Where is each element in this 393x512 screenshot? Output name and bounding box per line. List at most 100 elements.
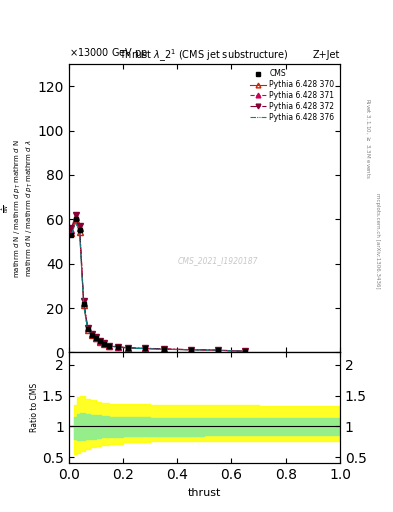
Pythia 6.428 372 — [102, 340, 107, 347]
Pythia 6.428 370 — [115, 344, 120, 350]
CMS — [97, 338, 102, 345]
CMS — [81, 301, 86, 307]
Pythia 6.428 370 — [73, 217, 78, 223]
CMS — [85, 326, 90, 332]
Pythia 6.428 372 — [77, 223, 82, 229]
Title: Thrust $\lambda\_2^1$ (CMS jet substructure): Thrust $\lambda\_2^1$ (CMS jet substruct… — [119, 48, 289, 64]
Pythia 6.428 372 — [81, 298, 86, 305]
Pythia 6.428 376 — [90, 332, 94, 338]
Pythia 6.428 372 — [69, 225, 74, 231]
Pythia 6.428 371 — [243, 348, 248, 354]
Line: Pythia 6.428 376: Pythia 6.428 376 — [72, 223, 245, 351]
Pythia 6.428 371 — [94, 335, 98, 341]
Pythia 6.428 371 — [97, 338, 102, 344]
CMS — [102, 340, 107, 347]
Pythia 6.428 372 — [161, 346, 166, 352]
Pythia 6.428 372 — [142, 345, 147, 351]
Pythia 6.428 376 — [102, 341, 107, 347]
Pythia 6.428 370 — [77, 228, 82, 234]
Pythia 6.428 371 — [73, 214, 78, 220]
Pythia 6.428 372 — [85, 325, 90, 331]
Pythia 6.428 376 — [85, 327, 90, 333]
Pythia 6.428 371 — [107, 343, 112, 349]
CMS — [161, 346, 166, 352]
X-axis label: thrust: thrust — [188, 488, 221, 498]
Pythia 6.428 371 — [142, 345, 147, 351]
CMS — [107, 343, 112, 349]
Text: Rivet 3.1.10, $\geq$ 3.3M events: Rivet 3.1.10, $\geq$ 3.3M events — [364, 98, 371, 179]
Line: Pythia 6.428 370: Pythia 6.428 370 — [69, 218, 248, 354]
Pythia 6.428 371 — [126, 345, 131, 351]
Pythia 6.428 371 — [189, 347, 193, 353]
CMS — [115, 344, 120, 350]
Pythia 6.428 370 — [69, 229, 74, 236]
Pythia 6.428 376 — [215, 347, 220, 353]
Pythia 6.428 376 — [94, 335, 98, 342]
Pythia 6.428 370 — [142, 346, 147, 352]
Pythia 6.428 371 — [69, 227, 74, 233]
Pythia 6.428 370 — [90, 332, 94, 338]
CMS — [243, 348, 248, 354]
Pythia 6.428 372 — [94, 334, 98, 340]
Pythia 6.428 370 — [102, 340, 107, 347]
Pythia 6.428 370 — [126, 345, 131, 351]
Pythia 6.428 370 — [97, 338, 102, 345]
Text: CMS_2021_I1920187: CMS_2021_I1920187 — [178, 255, 258, 265]
Line: CMS: CMS — [69, 217, 248, 354]
Pythia 6.428 376 — [126, 345, 131, 351]
Pythia 6.428 376 — [81, 303, 86, 309]
Pythia 6.428 372 — [73, 212, 78, 218]
Pythia 6.428 370 — [189, 347, 193, 353]
Pythia 6.428 376 — [161, 346, 166, 352]
CMS — [90, 332, 94, 338]
Text: mcplots.cern.ch [arXiv:1306.3436]: mcplots.cern.ch [arXiv:1306.3436] — [375, 193, 380, 288]
Y-axis label: Ratio to CMS: Ratio to CMS — [30, 383, 39, 433]
Pythia 6.428 370 — [215, 347, 220, 353]
Pythia 6.428 372 — [243, 348, 248, 354]
Pythia 6.428 370 — [107, 343, 112, 349]
Pythia 6.428 372 — [189, 347, 193, 353]
Pythia 6.428 370 — [243, 348, 248, 354]
Pythia 6.428 376 — [189, 347, 193, 353]
Pythia 6.428 371 — [102, 340, 107, 347]
Pythia 6.428 370 — [94, 335, 98, 342]
Pythia 6.428 376 — [97, 339, 102, 345]
Pythia 6.428 376 — [107, 343, 112, 349]
Pythia 6.428 372 — [115, 344, 120, 350]
Pythia 6.428 376 — [69, 232, 74, 238]
Line: Pythia 6.428 371: Pythia 6.428 371 — [69, 215, 248, 354]
Y-axis label: mathrm $d^2N$
mathrm $d$ $p_T$ mathrm $d$ $\lambda$
$\frac{1}{\mathrm{d}N}$
math: mathrm $d^2N$ mathrm $d$ $p_T$ mathrm $d… — [0, 139, 35, 278]
Pythia 6.428 371 — [161, 346, 166, 352]
Pythia 6.428 370 — [81, 302, 86, 308]
CMS — [215, 347, 220, 353]
Pythia 6.428 372 — [215, 347, 220, 353]
Pythia 6.428 370 — [85, 327, 90, 333]
CMS — [142, 346, 147, 352]
Pythia 6.428 376 — [73, 220, 78, 226]
Pythia 6.428 372 — [90, 331, 94, 337]
Pythia 6.428 376 — [77, 229, 82, 236]
Pythia 6.428 371 — [81, 300, 86, 306]
CMS — [73, 216, 78, 222]
Pythia 6.428 370 — [161, 346, 166, 352]
CMS — [69, 232, 74, 238]
Line: Pythia 6.428 372: Pythia 6.428 372 — [69, 212, 248, 354]
Pythia 6.428 376 — [243, 348, 248, 354]
CMS — [94, 335, 98, 341]
Legend: CMS, Pythia 6.428 370, Pythia 6.428 371, Pythia 6.428 372, Pythia 6.428 376: CMS, Pythia 6.428 370, Pythia 6.428 371,… — [248, 68, 336, 123]
Pythia 6.428 372 — [97, 338, 102, 344]
CMS — [189, 347, 193, 353]
Text: $\times$13000 GeV pp: $\times$13000 GeV pp — [69, 47, 148, 60]
Pythia 6.428 372 — [107, 343, 112, 349]
Pythia 6.428 376 — [142, 346, 147, 352]
Pythia 6.428 371 — [90, 331, 94, 337]
Pythia 6.428 376 — [115, 344, 120, 350]
Pythia 6.428 372 — [126, 345, 131, 351]
Pythia 6.428 371 — [115, 344, 120, 350]
Pythia 6.428 371 — [215, 347, 220, 353]
Pythia 6.428 371 — [77, 225, 82, 231]
CMS — [77, 227, 82, 233]
CMS — [126, 345, 131, 351]
Pythia 6.428 371 — [85, 326, 90, 332]
Text: Z+Jet: Z+Jet — [312, 50, 340, 60]
